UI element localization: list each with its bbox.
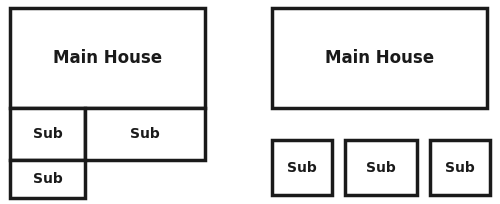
Bar xyxy=(272,8,487,108)
Text: Main House: Main House xyxy=(325,49,434,67)
Text: Main House: Main House xyxy=(53,49,162,67)
Bar xyxy=(10,160,85,198)
Bar xyxy=(10,8,205,108)
Bar xyxy=(85,108,205,160)
Text: Sub: Sub xyxy=(32,172,62,186)
Bar xyxy=(430,140,490,195)
Text: Sub: Sub xyxy=(130,127,160,141)
Text: Sub: Sub xyxy=(445,161,475,174)
Text: Sub: Sub xyxy=(287,161,317,174)
Bar xyxy=(272,140,332,195)
Bar xyxy=(345,140,417,195)
Text: Sub: Sub xyxy=(366,161,396,174)
Bar xyxy=(10,108,85,160)
Text: Sub: Sub xyxy=(32,127,62,141)
